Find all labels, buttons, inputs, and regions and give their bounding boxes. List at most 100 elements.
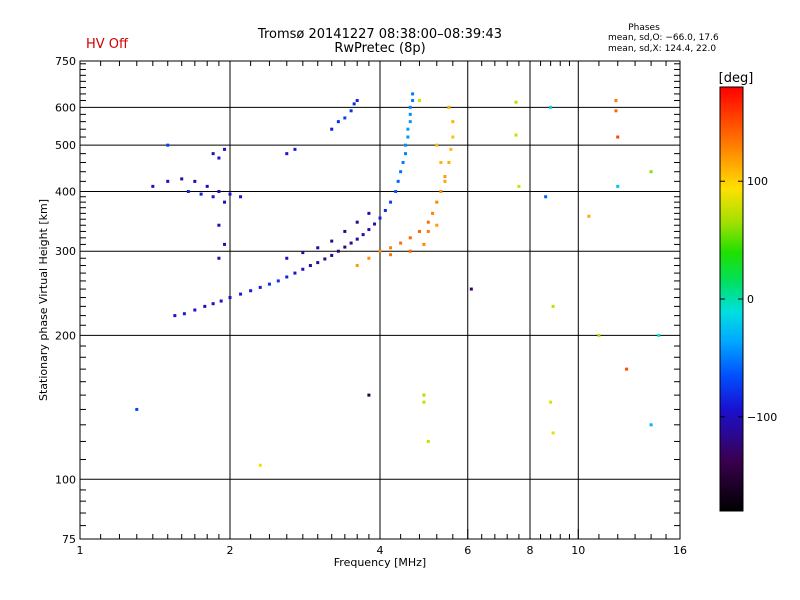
phase-stats-o: mean, sd,O: −66.0, 17.6 — [608, 33, 719, 43]
data-point-o — [403, 143, 407, 147]
data-point-o — [343, 245, 347, 249]
data-point-x — [451, 135, 455, 139]
data-point-o — [217, 256, 221, 260]
grid-layer — [80, 61, 680, 539]
data-point-o — [285, 275, 289, 279]
data-point-x — [422, 400, 426, 404]
data-point-o — [267, 282, 271, 286]
data-point-o — [211, 302, 215, 306]
data-point-o — [276, 279, 280, 283]
data-point-x — [389, 246, 393, 250]
data-point-o — [193, 179, 197, 183]
data-point-o — [228, 296, 232, 300]
data-point-x — [417, 229, 421, 233]
data-point-o — [373, 222, 377, 226]
data-point-x — [514, 100, 518, 104]
data-point-x — [649, 423, 653, 427]
y-tick-label: 300 — [55, 245, 76, 258]
data-point-o — [239, 292, 243, 296]
data-point-o — [173, 314, 177, 318]
data-point-o — [193, 308, 197, 312]
data-point-o — [293, 147, 297, 151]
colorbar-ticks: 100 0 −100 — [720, 175, 777, 424]
data-point-x — [258, 463, 262, 467]
data-point-x — [408, 249, 412, 253]
data-point-o — [239, 195, 243, 199]
y-tick-label: 600 — [55, 101, 76, 114]
data-point-o — [316, 261, 320, 265]
data-point-x — [616, 184, 620, 188]
data-point-x — [514, 133, 518, 137]
phase-stats-heading: Phases — [628, 23, 660, 33]
data-point-x — [378, 249, 382, 253]
data-point-x — [614, 109, 618, 113]
x-tick-labels: 1 2 4 6 8 10 16 — [77, 544, 688, 557]
data-point-o — [180, 177, 184, 181]
data-point-o — [383, 209, 387, 213]
data-point-o — [217, 189, 221, 193]
data-point-o — [349, 241, 353, 245]
data-point-x — [551, 304, 555, 308]
data-point-x — [431, 211, 435, 215]
data-point-o — [223, 147, 227, 151]
data-point-x — [422, 393, 426, 397]
data-point-x — [426, 229, 430, 233]
data-point-o — [343, 116, 347, 120]
data-point-x — [435, 200, 439, 204]
data-point-x — [549, 105, 553, 109]
data-point-o — [396, 179, 400, 183]
y-tick-labels: 75 100 200 300 400 500 600 750 — [55, 55, 76, 546]
y-axis-label: Stationary phase Virtual Height [km] — [37, 199, 50, 401]
minor-ticks — [79, 61, 681, 539]
x-tick-label: 2 — [227, 544, 234, 557]
data-point-x — [426, 439, 430, 443]
data-point-o — [408, 120, 412, 124]
data-point-x — [657, 333, 661, 337]
data-point-o — [411, 99, 415, 103]
data-point-o — [323, 257, 327, 261]
x-axis-label: Frequency [MHz] — [334, 556, 426, 569]
data-point-o — [217, 156, 221, 160]
y-tick-label: 750 — [55, 55, 76, 68]
data-point-x — [389, 253, 393, 257]
data-point-o — [166, 179, 170, 183]
data-point-o — [205, 184, 209, 188]
data-point-o — [223, 200, 227, 204]
colorbar-unit-label: [deg] — [719, 71, 754, 86]
data-point-o — [408, 112, 412, 116]
x-tick-label: 10 — [571, 544, 585, 557]
data-point-o — [336, 249, 340, 253]
phase-stats-x: mean, sd,X: 124.4, 22.0 — [608, 44, 717, 54]
data-point-o — [399, 170, 403, 174]
data-point-x — [422, 242, 426, 246]
colorbar-tick-label: −100 — [747, 411, 777, 424]
data-point-o — [330, 239, 334, 243]
data-point-o — [330, 127, 334, 131]
colorbar-tick-label: 0 — [747, 293, 754, 306]
data-point-o — [151, 184, 155, 188]
data-point-o — [336, 120, 340, 124]
data-point-x — [443, 174, 447, 178]
data-point-o — [316, 246, 320, 250]
data-point-x — [443, 179, 447, 183]
data-point-o — [211, 195, 215, 199]
data-point-x — [544, 195, 548, 199]
data-point-o — [367, 211, 371, 215]
data-point-o — [378, 216, 382, 220]
data-point-o — [285, 152, 289, 156]
data-point-x — [435, 143, 439, 147]
data-point-o — [135, 407, 139, 411]
x-tick-label: 16 — [673, 544, 687, 557]
data-point-o — [411, 92, 415, 96]
data-point-o — [389, 200, 393, 204]
y-tick-label: 200 — [55, 329, 76, 342]
x-tick-label: 4 — [377, 544, 384, 557]
data-point-o — [367, 228, 371, 232]
data-point-o — [301, 267, 305, 271]
data-point-o — [349, 109, 353, 113]
data-point-o — [361, 233, 365, 237]
data-point-x — [587, 214, 591, 218]
data-point-x — [355, 264, 359, 268]
data-point-x — [426, 220, 430, 224]
data-point-o — [182, 312, 186, 316]
